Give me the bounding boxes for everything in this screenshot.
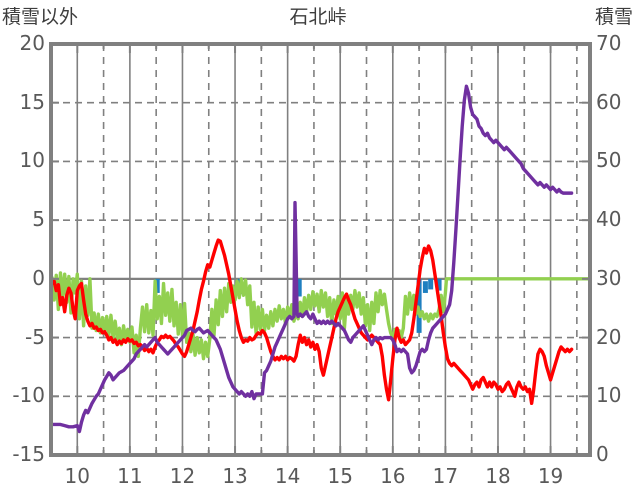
x-axis-tick-label: 12 — [169, 464, 196, 488]
y-axis-right-tick-label: 50 — [596, 148, 622, 173]
y-axis-left-tick-label: 20 — [19, 31, 45, 55]
y-axis-left-tick-label: -15 — [12, 442, 45, 466]
x-axis-tick-label: 13 — [222, 464, 248, 488]
plot-background — [51, 44, 590, 455]
x-axis-tick-label: 11 — [117, 464, 143, 488]
y-axis-right-tick-label: 60 — [596, 89, 622, 114]
series-line-green — [50, 271, 592, 361]
y-axis-left-tick-label: 0 — [32, 265, 45, 290]
x-axis-tick-label: 16 — [380, 464, 406, 488]
y-axis-right-tick-label: 20 — [596, 324, 622, 349]
y-axis-right-tick-label: 10 — [596, 383, 622, 408]
x-axis-tick-label: 17 — [432, 464, 459, 488]
x-axis-tick-label: 18 — [485, 464, 511, 488]
y-axis-left-tick-label: 5 — [32, 207, 45, 232]
chart-title: 石北峠 — [289, 6, 347, 28]
series-line-purple — [50, 84, 574, 434]
y-axis-left-tick-label: 15 — [19, 89, 45, 114]
y-axis-right-tick-label: 40 — [596, 207, 622, 232]
series-line-red — [50, 238, 574, 406]
x-axis-tick-label: 19 — [537, 464, 564, 488]
x-axis-tick-label: 14 — [274, 464, 301, 488]
x-axis-tick-label: 10 — [64, 464, 90, 488]
left-axis-title: 積雪以外 — [2, 6, 79, 28]
plot-frame — [49, 42, 592, 457]
right-axis-title: 積雪 — [594, 6, 633, 28]
y-axis-right-tick-label: 0 — [596, 442, 609, 466]
x-axis-tick-label: 15 — [327, 464, 353, 488]
y-axis-right-tick-label: 30 — [596, 265, 622, 290]
y-axis-left-tick-label: 10 — [19, 148, 45, 173]
y-axis-left-tick-label: -5 — [25, 324, 45, 349]
y-axis-left-tick-label: -10 — [12, 383, 45, 408]
y-axis-right-tick-label: 70 — [596, 31, 622, 55]
